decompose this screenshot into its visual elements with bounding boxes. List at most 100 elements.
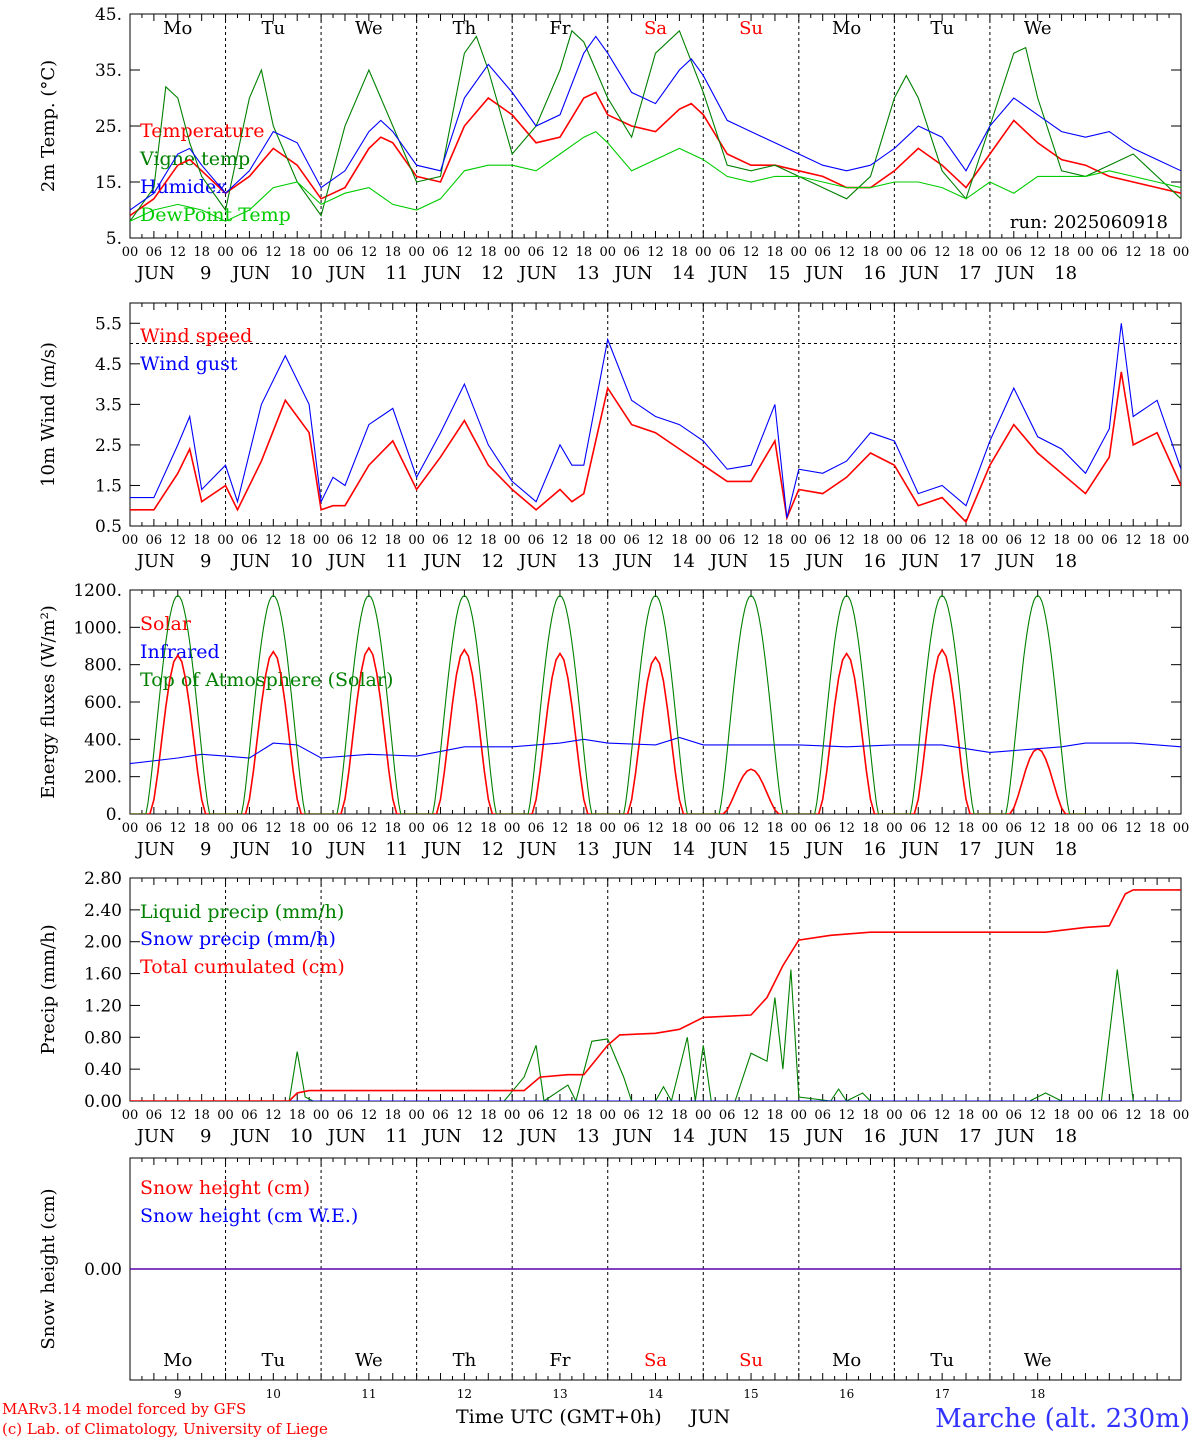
day-label: 16	[863, 1126, 886, 1147]
hour-label: 12	[1125, 821, 1142, 836]
hour-label: 12	[552, 821, 569, 836]
y-axis-label: 2m Temp. (°C)	[38, 60, 59, 192]
hour-label: 00	[695, 245, 712, 260]
month-label: JUN	[517, 1126, 557, 1147]
hour-label: 06	[146, 533, 163, 548]
y-tick-label: 3.5	[95, 395, 122, 415]
y-tick-label: 400.	[84, 730, 122, 750]
hour-label: 18	[576, 821, 593, 836]
y-tick-label: 0.5	[95, 517, 122, 537]
hour-label: 00	[313, 533, 330, 548]
series-group	[130, 889, 1181, 1101]
day-label: 12	[481, 551, 504, 572]
hour-label: 06	[910, 1108, 927, 1123]
y-tick-label: 0.80	[84, 1028, 122, 1048]
station-label: Marche (alt. 230m)	[935, 1404, 1190, 1434]
month-label: JUN	[230, 839, 270, 860]
hour-label: 18	[193, 821, 210, 836]
y-tick-label: 2.00	[84, 933, 122, 953]
hour-label: 00	[408, 821, 425, 836]
day-label: 18	[1054, 551, 1077, 572]
hour-label: 00	[122, 821, 139, 836]
hour-label: 00	[1077, 245, 1094, 260]
y-tick-label: 200.	[84, 768, 122, 788]
hour-label: 06	[432, 245, 449, 260]
hour-label: 12	[265, 533, 282, 548]
hour-label: 18	[1053, 245, 1070, 260]
hour-label: 00	[408, 533, 425, 548]
hour-label: 06	[814, 533, 831, 548]
hour-label: 06	[814, 245, 831, 260]
day-label: 10	[290, 839, 313, 860]
hour-label: 00	[886, 821, 903, 836]
hour-label: 18	[289, 533, 306, 548]
hour-label: 18	[1053, 821, 1070, 836]
series-group	[130, 29, 1181, 222]
hour-label: 00	[791, 821, 808, 836]
hour-label: 00	[982, 533, 999, 548]
hour-label: 06	[814, 821, 831, 836]
legend-entry: Temperature	[140, 120, 264, 142]
hour-label: 18	[480, 533, 497, 548]
hour-label: 06	[1101, 533, 1118, 548]
hour-label: 12	[647, 245, 664, 260]
y-tick-label: 4.5	[95, 355, 122, 375]
weekday-label: Mo	[832, 1350, 861, 1371]
hour-label: 12	[1029, 821, 1046, 836]
day-label: 9	[200, 263, 211, 284]
weekday-label: We	[355, 1350, 383, 1371]
hour-label: 00	[599, 533, 616, 548]
hour-label: 12	[1029, 1108, 1046, 1123]
day-label: 9	[174, 1387, 182, 1401]
hour-label: 06	[623, 1108, 640, 1123]
hour-label: 18	[1149, 245, 1166, 260]
hour-label: 18	[862, 533, 879, 548]
hour-label: 18	[576, 533, 593, 548]
hour-label: 00	[313, 821, 330, 836]
month-label: JUN	[517, 263, 557, 284]
hour-label: 00	[695, 1108, 712, 1123]
hour-label: 00	[122, 1108, 139, 1123]
series-line-3	[130, 594, 1086, 814]
day-label: 15	[768, 1126, 791, 1147]
y-axis-label: 10m Wind (m/s)	[38, 342, 59, 487]
weekday-label: We	[1024, 18, 1052, 39]
hour-label: 12	[934, 245, 951, 260]
hour-label: 00	[504, 1108, 521, 1123]
hour-label: 00	[1173, 533, 1190, 548]
day-label: 9	[200, 839, 211, 860]
hour-label: 06	[528, 1108, 545, 1123]
hour-label: 12	[647, 1108, 664, 1123]
day-label: 10	[290, 1126, 313, 1147]
month-label: JUN	[421, 551, 461, 572]
hour-label: 06	[719, 1108, 736, 1123]
hour-label: 18	[480, 1108, 497, 1123]
hour-label: 06	[814, 1108, 831, 1123]
hour-label: 06	[719, 245, 736, 260]
hour-label: 06	[719, 533, 736, 548]
hour-label: 00	[599, 245, 616, 260]
month-label: JUN	[995, 1126, 1035, 1147]
hour-label: 00	[217, 245, 234, 260]
hour-label: 12	[647, 533, 664, 548]
series-line-2	[130, 29, 1181, 222]
hour-label: 00	[1173, 245, 1190, 260]
copyright: (c) Lab. of Climatology, University of L…	[2, 1420, 328, 1438]
day-label: 14	[672, 1126, 695, 1147]
month-label: JUN	[804, 839, 844, 860]
day-label: 13	[577, 551, 600, 572]
hour-label: 18	[1053, 1108, 1070, 1123]
weekday-label: Mo	[163, 18, 192, 39]
hour-label: 18	[1149, 1108, 1166, 1123]
legend-entry: Vigne temp	[139, 148, 250, 170]
time-axis-month: JUN	[688, 1406, 730, 1428]
day-label: 12	[481, 1126, 504, 1147]
legend-entry: Wind gust	[140, 353, 238, 375]
month-label: JUN	[421, 263, 461, 284]
hour-label: 00	[982, 1108, 999, 1123]
month-label: JUN	[708, 839, 748, 860]
legend-entry: Infrared	[140, 641, 220, 663]
day-label: 10	[266, 1387, 281, 1401]
weekday-label: We	[1024, 1350, 1052, 1371]
hour-label: 12	[934, 1108, 951, 1123]
